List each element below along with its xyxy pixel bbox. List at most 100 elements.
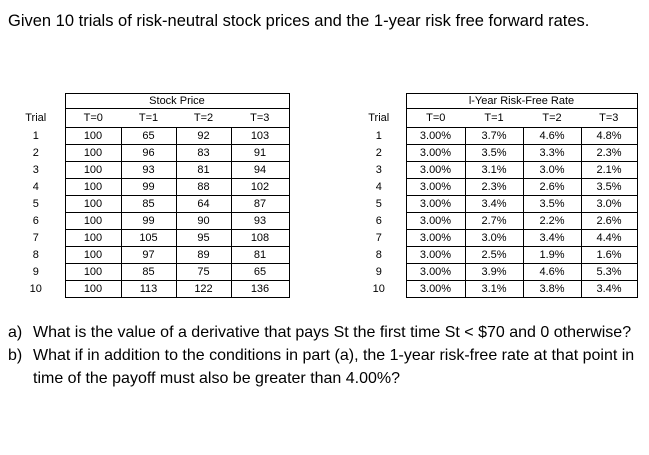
table-cell: 96: [120, 144, 177, 162]
table-cell: 89: [175, 246, 232, 264]
question-b: b) What if in addition to the conditions…: [8, 344, 638, 390]
trial-number: 3: [375, 164, 382, 176]
trial-number: 5: [375, 198, 382, 210]
table-cell: 94: [230, 161, 290, 179]
column-header: T=1: [465, 108, 523, 128]
table-cell: 2.3%: [464, 178, 524, 196]
table-row: 2 100 96 83 91: [7, 144, 290, 162]
question-marker: a): [8, 324, 23, 341]
table-cell: 113: [120, 280, 177, 298]
table-cell: 100: [64, 195, 122, 213]
table-cell: 4.8%: [580, 127, 638, 145]
table-cell: 2.2%: [522, 212, 582, 230]
table-cell: 3.00%: [405, 127, 466, 145]
table-cell: 92: [175, 127, 232, 145]
table-cell: 87: [230, 195, 290, 213]
table-cell: 5.3%: [580, 263, 638, 281]
table-row: 4 3.00% 2.3% 2.6% 3.5%: [352, 178, 638, 196]
table-cell: 65: [230, 263, 290, 281]
column-header: T=0: [64, 108, 121, 128]
trial-number: 10: [372, 283, 385, 295]
risk-free-rate-table: l-Year Risk-Free Rate Trial T=0 T=1 T=2 …: [352, 93, 638, 298]
table-cell: 64: [175, 195, 232, 213]
table-cell: 4.6%: [522, 127, 582, 145]
trial-number: 7: [375, 232, 382, 244]
table-cell: 65: [120, 127, 177, 145]
table-cell: 81: [230, 246, 290, 264]
table-cell: 3.4%: [580, 280, 638, 298]
trial-header: Trial: [25, 112, 47, 124]
table-row: 7 3.00% 3.0% 3.4% 4.4%: [352, 229, 638, 247]
table-cell: 122: [175, 280, 232, 298]
table-cell: 3.8%: [522, 280, 582, 298]
table-cell: 3.4%: [522, 229, 582, 247]
trial-number: 6: [32, 215, 39, 227]
stock-price-table: Stock Price Trial T=0 T=1 T=2 T=3 1 100 65…: [7, 93, 290, 298]
table-cell: 105: [120, 229, 177, 247]
column-header: T=3: [231, 108, 290, 128]
table-cell: 136: [230, 280, 290, 298]
table-cell: 3.00%: [405, 144, 466, 162]
table-cell: 3.5%: [464, 144, 524, 162]
trial-number: 2: [32, 147, 39, 159]
table-row: 10 100 113 122 136: [7, 280, 290, 298]
table-row: 5 100 85 64 87: [7, 195, 290, 213]
trial-number: 9: [375, 266, 382, 278]
table-cell: 85: [120, 195, 177, 213]
table-row: 8 3.00% 2.5% 1.9% 1.6%: [352, 246, 638, 264]
table-cell: 100: [64, 246, 122, 264]
table-cell: 100: [64, 280, 122, 298]
table-cell: 3.7%: [464, 127, 524, 145]
table-row: 7 100 105 95 108: [7, 229, 290, 247]
table-cell: 3.5%: [580, 178, 638, 196]
column-header: T=0: [405, 108, 465, 128]
table-row: 10 3.00% 3.1% 3.8% 3.4%: [352, 280, 638, 298]
table-cell: 100: [64, 212, 122, 230]
table-cell: 81: [175, 161, 232, 179]
table-row: 3 3.00% 3.1% 3.0% 2.1%: [352, 161, 638, 179]
table-cell: 2.5%: [464, 246, 524, 264]
table-row: 6 100 99 90 93: [7, 212, 290, 230]
table-row: 1 100 65 92 103: [7, 127, 290, 145]
table-cell: 2.1%: [580, 161, 638, 179]
question-text: What if in addition to the conditions in…: [33, 347, 635, 387]
stock-price-group-title: Stock Price: [64, 93, 290, 109]
table-cell: 2.6%: [580, 212, 638, 230]
table-cell: 3.1%: [464, 161, 524, 179]
table-cell: 3.00%: [405, 280, 466, 298]
column-header: T=2: [523, 108, 581, 128]
trial-number: 1: [32, 130, 39, 142]
trial-number: 8: [375, 249, 382, 261]
trial-number: 3: [32, 164, 39, 176]
trial-number: 10: [29, 283, 42, 295]
table-cell: 3.5%: [522, 195, 582, 213]
trial-number: 8: [32, 249, 39, 261]
table-cell: 3.00%: [405, 161, 466, 179]
table-cell: 3.00%: [405, 246, 466, 264]
table-cell: 3.00%: [405, 263, 466, 281]
table-cell: 88: [175, 178, 232, 196]
table-cell: 93: [120, 161, 177, 179]
trial-number: 5: [32, 198, 39, 210]
column-header: T=2: [176, 108, 231, 128]
table-row: 9 100 85 75 65: [7, 263, 290, 281]
table-cell: 90: [175, 212, 232, 230]
table-cell: 95: [175, 229, 232, 247]
table-cell: 100: [64, 127, 122, 145]
table-cell: 103: [230, 127, 290, 145]
table-cell: 4.6%: [522, 263, 582, 281]
table-cell: 93: [230, 212, 290, 230]
table-cell: 1.6%: [580, 246, 638, 264]
table-cell: 100: [64, 263, 122, 281]
table-cell: 3.00%: [405, 212, 466, 230]
table-cell: 100: [64, 161, 122, 179]
table-row: 2 3.00% 3.5% 3.3% 2.3%: [352, 144, 638, 162]
question-marker: b): [8, 347, 23, 364]
table-cell: 97: [120, 246, 177, 264]
column-header: T=3: [581, 108, 638, 128]
table-cell: 3.0%: [464, 229, 524, 247]
trial-number: 6: [375, 215, 382, 227]
table-cell: 99: [120, 178, 177, 196]
table-cell: 3.4%: [464, 195, 524, 213]
table-cell: 3.0%: [580, 195, 638, 213]
